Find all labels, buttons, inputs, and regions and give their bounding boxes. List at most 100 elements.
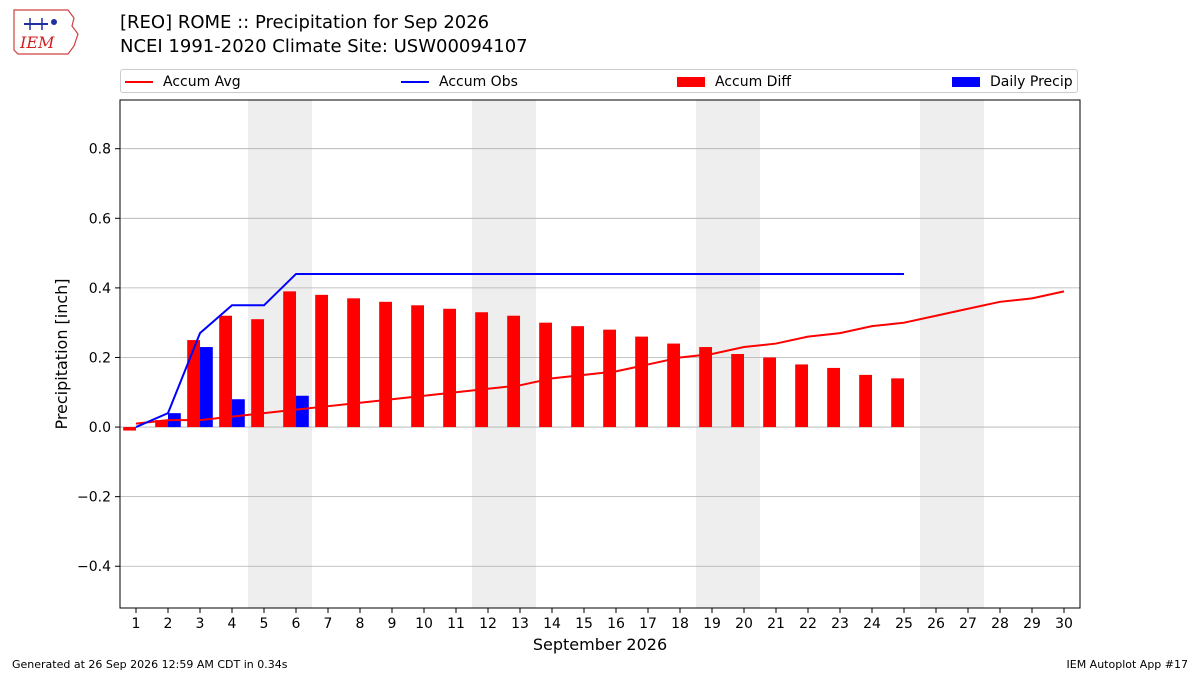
x-tick-label: 8 [356, 616, 365, 632]
accum-diff-bar [475, 312, 488, 428]
legend-item-accum-avg: Accum Avg [125, 73, 241, 91]
legend-label-accum-obs: Accum Obs [439, 74, 518, 90]
x-tick-label: 11 [447, 616, 465, 632]
x-tick-label: 30 [1055, 616, 1073, 632]
accum-diff-bar [411, 305, 424, 428]
weekend-band-26 [920, 100, 952, 608]
chart-subtitle: NCEI 1991-2020 Climate Site: USW00094107 [120, 36, 528, 57]
y-tick-label: 0.2 [89, 350, 111, 366]
weekend-band-5 [248, 100, 280, 608]
x-tick-label: 16 [607, 616, 625, 632]
legend-swatch-accum-diff [677, 77, 705, 87]
weekend-band-20 [728, 100, 760, 608]
accum-diff-bar [315, 294, 328, 428]
weekend-shading [248, 100, 984, 608]
accum-diff-bar [795, 364, 808, 428]
daily-precip-bar [232, 399, 245, 428]
x-tick-label: 27 [959, 616, 977, 632]
x-tick-label: 26 [927, 616, 945, 632]
y-tick-label: −0.2 [77, 490, 111, 506]
footer-generated: Generated at 26 Sep 2026 12:59 AM CDT in… [12, 658, 288, 671]
x-tick-label: 15 [575, 616, 593, 632]
x-tick-label: 1 [132, 616, 141, 632]
accum-diff-bar [251, 319, 264, 428]
x-tick-label: 20 [735, 616, 753, 632]
x-tick-label: 17 [639, 616, 657, 632]
x-tick-label: 24 [863, 616, 881, 632]
y-tick-label: 0.0 [89, 420, 111, 436]
y-tick-label: 0.8 [89, 142, 111, 158]
accum-diff-bar [699, 347, 712, 428]
x-tick-label: 23 [831, 616, 849, 632]
gridlines [120, 148, 1080, 567]
x-tick-label: 14 [543, 616, 561, 632]
x-tick-label: 4 [228, 616, 237, 632]
accum-diff-bar [443, 308, 456, 428]
accum-diff-bar [731, 354, 744, 428]
accum-diff-bar [379, 301, 392, 428]
iem-logo: IEM [13, 9, 79, 55]
legend-swatch-accum-obs [401, 81, 429, 83]
accum-diff-bar [187, 340, 200, 428]
x-tick-label: 10 [415, 616, 433, 632]
x-tick-label: 28 [991, 616, 1009, 632]
bars [123, 291, 904, 431]
y-tick-label: 0.6 [89, 211, 111, 227]
legend-item-accum-diff: Accum Diff [677, 73, 791, 91]
accum-diff-bar [571, 326, 584, 428]
x-tick-label: 2 [164, 616, 173, 632]
accum-diff-bar [667, 343, 680, 428]
y-tick-label: 0.4 [89, 281, 111, 297]
legend: Accum Avg Accum Obs Accum Diff Daily Pre… [120, 69, 1078, 93]
x-tick-label: 19 [703, 616, 721, 632]
x-tick-label: 3 [196, 616, 205, 632]
weekend-band-27 [952, 100, 984, 608]
legend-label-accum-avg: Accum Avg [163, 74, 241, 90]
accum-diff-bar [123, 427, 136, 431]
x-axis-label: September 2026 [533, 635, 667, 654]
x-tick-label: 29 [1023, 616, 1041, 632]
weekend-band-19 [696, 100, 728, 608]
weekend-band-6 [280, 100, 312, 608]
axes: −0.4−0.20.00.20.40.60.81 2 3 4 5 6 7 8 9 10 11 12 13… [77, 142, 1073, 632]
x-tick-label: 21 [767, 616, 785, 632]
accum-diff-bar [859, 374, 872, 428]
x-tick-label: 5 [260, 616, 269, 632]
plot-frame [119, 99, 1081, 609]
chart-title: [REO] ROME :: Precipitation for Sep 2026 [120, 12, 490, 33]
accum-diff-bar [763, 357, 776, 428]
daily-precip-bar [296, 395, 309, 428]
accum-avg-line [135, 290, 1065, 425]
footer-app-id: IEM Autoplot App #17 [1066, 658, 1189, 671]
x-tick-label: 7 [324, 616, 333, 632]
series-lines [135, 272, 1065, 428]
daily-precip-bar [200, 347, 213, 428]
weekend-band-12 [472, 100, 504, 608]
svg-text:IEM: IEM [19, 33, 55, 52]
accum-diff-bar [635, 336, 648, 428]
weekend-band-13 [504, 100, 536, 608]
x-tick-label: 9 [388, 616, 397, 632]
x-tick-label: 18 [671, 616, 689, 632]
y-tick-label: −0.4 [77, 559, 111, 575]
accum-diff-bar [283, 291, 296, 428]
x-tick-label: 25 [895, 616, 913, 632]
legend-item-daily-precip: Daily Precip [952, 73, 1073, 91]
accum-diff-bar [827, 367, 840, 428]
accum-diff-bar [155, 420, 168, 428]
legend-label-accum-diff: Accum Diff [715, 74, 792, 90]
x-tick-label: 22 [799, 616, 817, 632]
y-axis-label: Precipitation [inch] [52, 278, 71, 429]
legend-item-accum-obs: Accum Obs [401, 73, 518, 91]
x-tick-label: 6 [292, 616, 301, 632]
legend-swatch-daily-precip [952, 77, 980, 87]
accum-diff-bar [891, 378, 904, 428]
accum-diff-bar [539, 322, 552, 428]
daily-precip-bar [168, 413, 181, 428]
accum-diff-bar [603, 329, 616, 428]
accum-obs-line [135, 272, 904, 428]
x-tick-label: 12 [479, 616, 497, 632]
accum-diff-bar [507, 315, 520, 428]
legend-swatch-accum-avg [125, 81, 153, 83]
